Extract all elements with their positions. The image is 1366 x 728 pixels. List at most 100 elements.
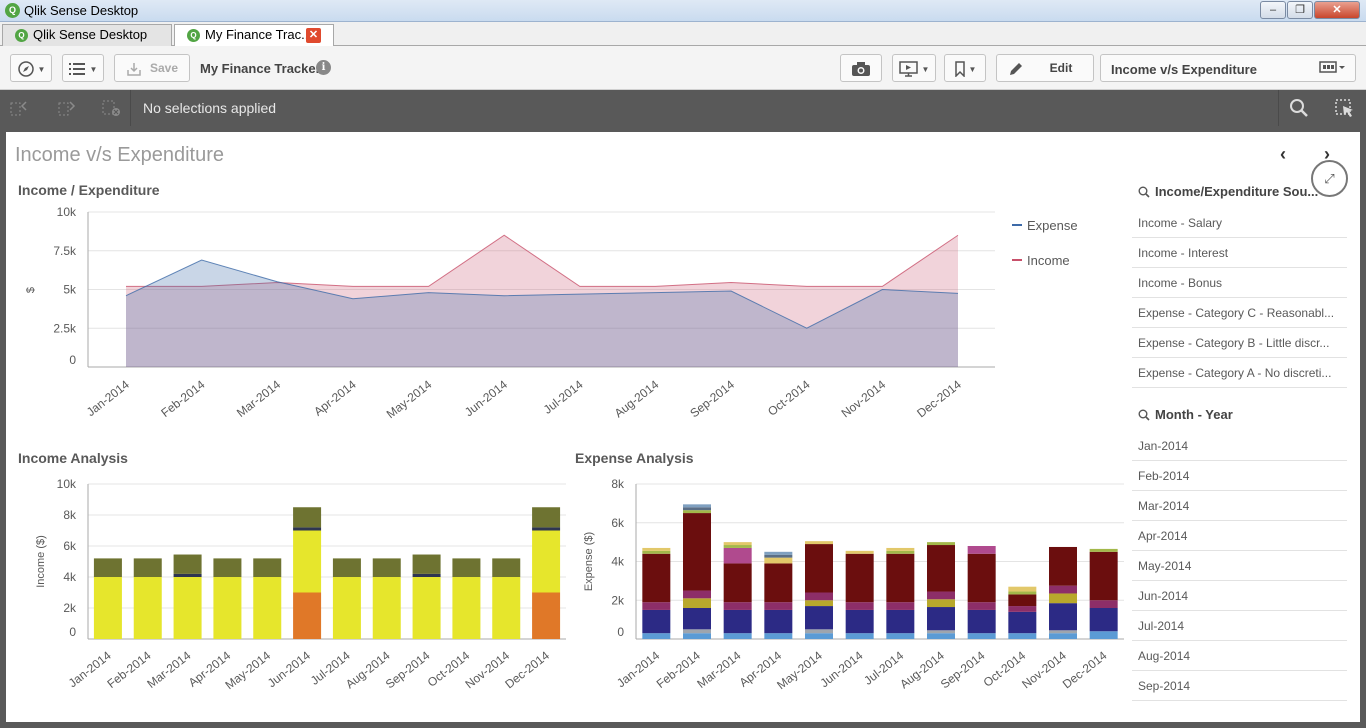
global-menu-button[interactable]: ▼ bbox=[62, 54, 104, 82]
filter-item[interactable]: Apr-2014 bbox=[1132, 521, 1347, 551]
x-tick-label: Mar-2014 bbox=[144, 648, 193, 691]
search-icon[interactable] bbox=[1138, 409, 1150, 421]
filter-item[interactable]: Feb-2014 bbox=[1132, 461, 1347, 491]
y-tick-label: 10k bbox=[57, 477, 77, 491]
bookmark-icon bbox=[954, 61, 965, 78]
bar-segment bbox=[723, 609, 752, 634]
filter-item[interactable]: May-2014 bbox=[1132, 551, 1347, 581]
bar-segment bbox=[683, 608, 711, 630]
bar-segment bbox=[452, 577, 481, 639]
app-toolbar: ▼ ▼ Save My Finance Tracker i ▼ ▼ Edit I… bbox=[0, 46, 1366, 90]
next-sheet-icon[interactable]: › bbox=[1324, 144, 1330, 164]
line-expense bbox=[125, 259, 959, 329]
sheet-selector[interactable]: Income v/s Expenditure bbox=[1100, 54, 1356, 82]
x-tick-label: Feb-2014 bbox=[104, 648, 153, 691]
step-forward-icon[interactable] bbox=[56, 98, 78, 118]
storytelling-button[interactable]: ▼ bbox=[892, 54, 936, 82]
selections-status: No selections applied bbox=[143, 100, 277, 116]
bar-segment bbox=[642, 609, 671, 634]
area-income bbox=[126, 235, 958, 367]
filter-item[interactable]: Aug-2014 bbox=[1132, 641, 1347, 671]
selection-tool-icon[interactable] bbox=[1334, 98, 1356, 118]
filter-item[interactable]: Expense - Category C - Reasonabl... bbox=[1132, 298, 1347, 328]
bar-segment bbox=[412, 573, 441, 577]
line-income bbox=[126, 234, 959, 287]
bar-segment bbox=[723, 545, 752, 548]
bookmarks-button[interactable]: ▼ bbox=[944, 54, 986, 82]
bar-segment bbox=[642, 550, 671, 554]
tab-finance-tracker[interactable]: Q My Finance Trac... ✕ bbox=[174, 24, 334, 47]
bar-segment bbox=[372, 577, 401, 639]
x-tick-label: Nov-2014 bbox=[1019, 648, 1069, 691]
filter-item[interactable]: Sep-2014 bbox=[1132, 671, 1347, 701]
x-tick-label: Jul-2014 bbox=[541, 377, 586, 417]
close-window-button[interactable]: ✕ bbox=[1314, 1, 1360, 19]
y-tick-label: 2k bbox=[63, 601, 77, 615]
filter-item[interactable]: Mar-2014 bbox=[1132, 491, 1347, 521]
income-analysis-title: Income Analysis bbox=[18, 450, 128, 466]
bar-segment bbox=[764, 602, 793, 610]
bar-segment bbox=[886, 550, 915, 554]
income-expenditure-chart[interactable]: 0 2.5k 5k 7.5k 10k $ Jan-2014 Feb-2014 Mar-2014 A… bbox=[0, 200, 1100, 455]
save-button[interactable]: Save bbox=[114, 54, 190, 82]
bar-segment bbox=[845, 550, 874, 554]
bar-segment bbox=[886, 609, 915, 634]
y-tick-label: 10k bbox=[57, 205, 77, 219]
x-tick-label: Sep-2014 bbox=[938, 648, 988, 691]
y-axis-title: Income ($) bbox=[35, 535, 47, 588]
step-back-icon[interactable] bbox=[8, 98, 30, 118]
bar-segment bbox=[764, 557, 793, 564]
filter-item[interactable]: Expense - Category B - Little discr... bbox=[1132, 328, 1347, 358]
sheets-icon bbox=[1319, 61, 1345, 73]
navigation-button[interactable]: ▼ bbox=[10, 54, 52, 82]
search-icon[interactable] bbox=[1288, 98, 1310, 118]
qlik-app-icon: Q bbox=[5, 3, 20, 18]
bar-segment bbox=[683, 507, 711, 511]
bar-segment bbox=[332, 558, 361, 577]
selections-bar: No selections applied bbox=[0, 90, 1366, 126]
bar-segment bbox=[683, 598, 711, 608]
bar-segment bbox=[1008, 594, 1037, 607]
bar-segment bbox=[805, 606, 833, 630]
minimize-button[interactable]: – bbox=[1260, 1, 1286, 19]
filter-item[interactable]: Income - Interest bbox=[1132, 238, 1347, 268]
previous-sheet-icon[interactable]: ‹ bbox=[1280, 144, 1286, 164]
filter-item[interactable]: Jan-2014 bbox=[1132, 431, 1347, 461]
bar-segment bbox=[1008, 606, 1037, 612]
bar-segment bbox=[805, 592, 833, 601]
bar-segment bbox=[764, 563, 793, 603]
expand-icon[interactable]: ⤢ bbox=[1311, 160, 1348, 197]
bar-segment bbox=[332, 577, 361, 639]
selections-divider bbox=[1278, 90, 1279, 126]
legend-label: Income bbox=[1027, 253, 1070, 268]
bar-segment bbox=[532, 507, 561, 528]
restore-button[interactable]: ❐ bbox=[1287, 1, 1313, 19]
bar-segment bbox=[764, 609, 793, 634]
bar-segment bbox=[93, 558, 122, 577]
snapshot-button[interactable] bbox=[840, 54, 882, 82]
edit-button[interactable]: Edit bbox=[996, 54, 1094, 82]
filter-item[interactable]: Income - Salary bbox=[1132, 208, 1347, 238]
filter-title-income-expenditure[interactable]: Income/Expenditure Sou... bbox=[1155, 184, 1319, 199]
bar-segment bbox=[253, 558, 282, 577]
filter-item[interactable]: Expense - Category A - No discreti... bbox=[1132, 358, 1347, 388]
filter-item[interactable]: Income - Bonus bbox=[1132, 268, 1347, 298]
filter-item[interactable]: Jun-2014 bbox=[1132, 581, 1347, 611]
filter-item[interactable]: Jul-2014 bbox=[1132, 611, 1347, 641]
close-tab-icon[interactable]: ✕ bbox=[306, 28, 321, 43]
filter-title-month-year[interactable]: Month - Year bbox=[1155, 407, 1233, 422]
x-tick-label: Mar-2014 bbox=[694, 648, 743, 691]
bar-segment bbox=[967, 609, 996, 634]
bar-segment bbox=[683, 633, 711, 639]
tab-bar: Q Qlik Sense Desktop hub Q My Finance Tr… bbox=[0, 22, 1366, 62]
clear-all-icon[interactable] bbox=[100, 98, 122, 118]
bar-segment bbox=[927, 545, 955, 592]
search-icon[interactable] bbox=[1138, 186, 1150, 198]
bar-segment bbox=[412, 577, 441, 639]
bar-segment bbox=[173, 577, 202, 639]
expense-analysis-chart[interactable]: 0 2k 4k 6k 8k Expense ($) Jan-2014Feb-2014Mar-… bbox=[568, 470, 1128, 725]
info-icon[interactable]: i bbox=[316, 60, 331, 75]
tab-desktop-hub[interactable]: Q Qlik Sense Desktop hub bbox=[2, 24, 172, 62]
bar-segment bbox=[845, 633, 874, 639]
